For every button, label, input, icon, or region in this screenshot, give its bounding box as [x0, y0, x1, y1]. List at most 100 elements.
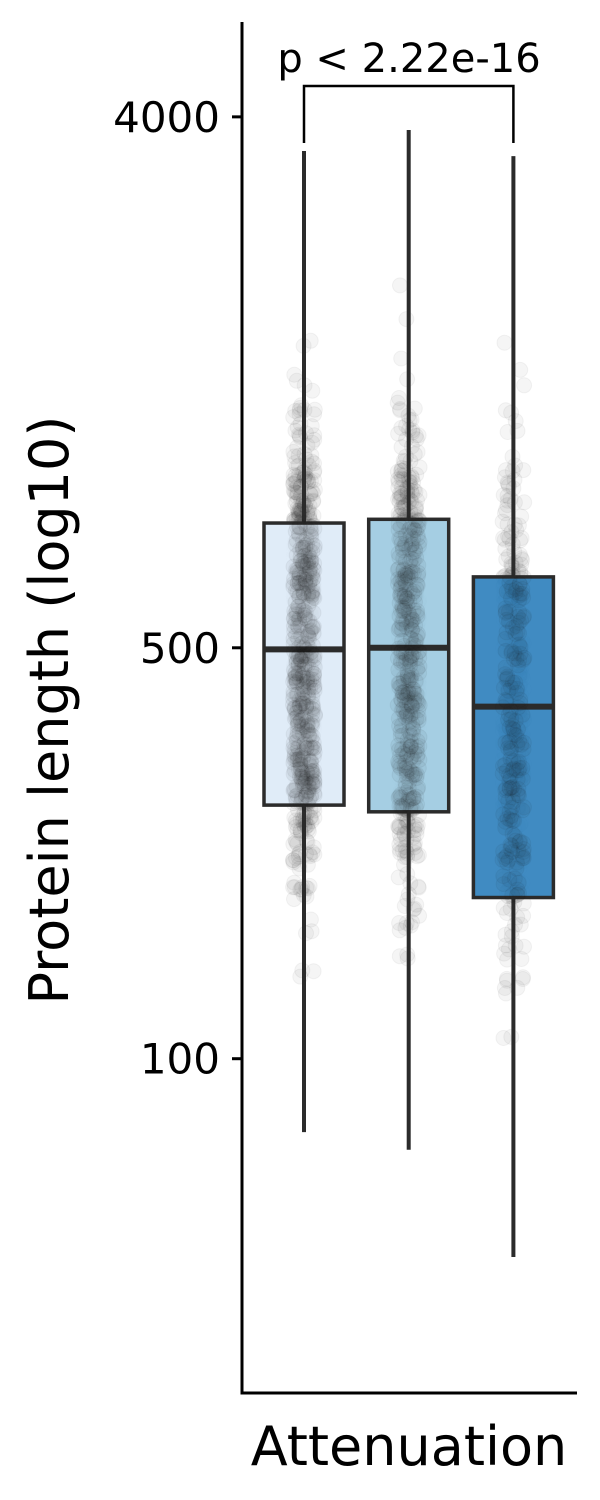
data-point [514, 706, 531, 723]
data-point [512, 833, 528, 850]
data-point [285, 836, 302, 853]
data-point [285, 852, 302, 869]
data-point [306, 481, 323, 498]
data-point [286, 610, 303, 627]
data-point [286, 643, 302, 660]
data-point [306, 472, 323, 489]
data-point [496, 945, 513, 962]
data-point [306, 809, 323, 826]
data-point [293, 577, 310, 594]
data-point [305, 485, 322, 502]
data-point [410, 878, 427, 895]
y-tick-label: 4000 [113, 93, 220, 142]
y-axis-title: Protein length (log10) [18, 416, 81, 1005]
data-point [393, 467, 409, 484]
data-point [285, 852, 301, 869]
data-point [390, 425, 407, 442]
data-point [499, 810, 516, 827]
data-point [392, 277, 408, 294]
y-tick-label: 100 [140, 1035, 220, 1084]
data-point [286, 891, 302, 908]
data-point [506, 781, 522, 798]
data-point [285, 475, 302, 492]
data-point [286, 448, 303, 465]
data-point [390, 571, 407, 588]
data-point [392, 728, 409, 744]
data-point [306, 406, 323, 423]
data-point [285, 466, 302, 483]
data-point [287, 536, 304, 553]
data-point [292, 747, 309, 764]
data-point [299, 612, 316, 629]
data-point [289, 718, 306, 735]
data-point [285, 409, 302, 426]
data-point [495, 758, 511, 774]
data-point [306, 846, 323, 863]
data-point [391, 836, 408, 853]
data-point [306, 401, 323, 418]
data-point [306, 464, 322, 481]
data-point [286, 781, 303, 798]
data-point [411, 649, 428, 666]
data-point [287, 665, 304, 682]
data-point [494, 699, 511, 716]
data-point [398, 311, 415, 328]
data-point [511, 652, 528, 669]
data-point [393, 350, 410, 367]
data-point [497, 462, 514, 479]
data-point [286, 699, 303, 716]
data-point [403, 697, 420, 714]
y-ticks-layer: 4000 500 100 [113, 93, 242, 1084]
data-point [285, 472, 302, 489]
data-point [411, 907, 428, 924]
data-point [408, 549, 425, 566]
data-point [500, 682, 517, 699]
data-point [306, 739, 323, 756]
y-tick-label: 500 [140, 624, 220, 673]
x-axis-title: Attenuation [251, 1415, 568, 1478]
data-point [404, 519, 421, 536]
data-point [298, 763, 315, 780]
data-point [515, 907, 532, 924]
data-point [500, 734, 517, 751]
data-point [511, 603, 528, 620]
data-point [398, 762, 415, 779]
data-point [286, 874, 303, 891]
data-point [285, 482, 302, 499]
data-point [285, 443, 302, 460]
data-point [508, 618, 525, 634]
data-point [306, 462, 323, 479]
data-point [285, 879, 302, 896]
data-point [406, 583, 423, 600]
data-point [286, 366, 303, 383]
data-point [390, 818, 407, 835]
data-point [286, 809, 303, 826]
data-point [498, 502, 514, 518]
data-point [513, 951, 530, 967]
data-point [497, 402, 514, 419]
data-point [305, 963, 322, 980]
data-point [516, 377, 533, 394]
data-point [302, 518, 319, 535]
data-point [306, 431, 323, 448]
data-point [494, 851, 511, 868]
data-point [497, 600, 514, 617]
data-point [305, 839, 322, 856]
data-point [392, 587, 409, 604]
data-point [515, 741, 532, 758]
data-point [514, 759, 531, 776]
data-point [306, 455, 322, 472]
data-point [398, 645, 414, 662]
data-point [285, 476, 302, 493]
data-point [496, 334, 513, 351]
p-value-label: p < 2.22e-16 [277, 36, 540, 82]
data-point [393, 489, 409, 506]
data-point [285, 854, 302, 871]
data-point [407, 617, 424, 634]
data-point [306, 427, 323, 444]
data-point [410, 847, 427, 864]
data-point [503, 1028, 520, 1045]
data-point [391, 788, 408, 805]
data-point [389, 394, 406, 411]
